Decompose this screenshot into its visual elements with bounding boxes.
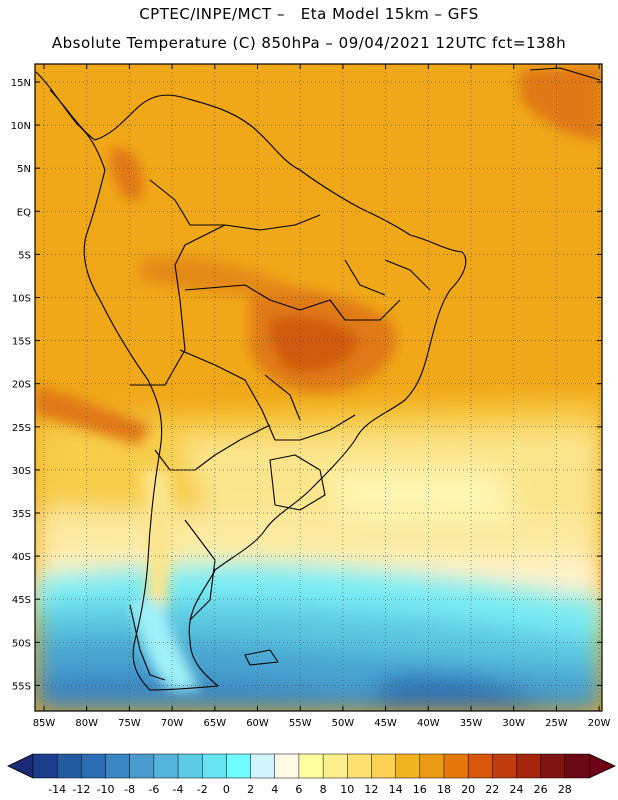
lat-label: EQ <box>17 207 31 218</box>
lat-label: 20S <box>12 380 31 391</box>
colorbar-value-label: -4 <box>173 783 184 796</box>
lat-label: 35S <box>12 509 31 520</box>
colorbar-value-label: -10 <box>97 783 115 796</box>
colorbar-value-label: 26 <box>534 783 548 796</box>
colorbar-swatch <box>274 753 300 779</box>
colorbar-value-label: 2 <box>247 783 254 796</box>
lon-label: 65W <box>203 718 226 729</box>
colorbar-swatch <box>371 753 397 779</box>
colorbar-swatch <box>298 753 324 779</box>
colorbar-swatch <box>201 753 227 779</box>
latitude-labels: 15N 10N 5N EQ 5S 10S 15S 20S 25S 30S 35S 40S 45S 50S 5… <box>11 78 31 692</box>
lon-label: 80W <box>75 718 98 729</box>
lon-label: 40W <box>417 718 440 729</box>
colorbar-swatch <box>153 753 179 779</box>
lat-label: 40S <box>12 552 31 563</box>
lat-label: 10S <box>12 294 31 305</box>
colorbar-value-label: 20 <box>461 783 475 796</box>
lon-label: 70W <box>161 718 184 729</box>
graticule <box>35 64 602 711</box>
colorbar-value-label: 4 <box>271 783 278 796</box>
colorbar-swatch <box>226 753 252 779</box>
colorbar-swatch <box>516 753 542 779</box>
colorbar-swatch <box>492 753 518 779</box>
lat-label: 25S <box>12 423 31 434</box>
lat-label: 45S <box>12 595 31 606</box>
colorbar-value-label: -12 <box>72 783 90 796</box>
colorbar-swatch <box>419 753 445 779</box>
colorbar-value-label: -8 <box>124 783 135 796</box>
lon-label: 60W <box>246 718 269 729</box>
title-line-1: CPTEC/INPE/MCT – Eta Model 15km – GFS <box>139 5 479 23</box>
colorbar-swatch <box>81 753 107 779</box>
colorbar-swatch <box>443 753 469 779</box>
colorbar-value-label: 24 <box>509 783 523 796</box>
colorbar-swatch <box>540 753 566 779</box>
lat-label: 15S <box>12 337 31 348</box>
axis-ticks <box>35 64 602 711</box>
lon-label: 55W <box>289 718 312 729</box>
lon-label: 25W <box>545 718 568 729</box>
colorbar-swatch <box>564 753 590 779</box>
colorbar-swatch <box>395 753 421 779</box>
lon-label: 75W <box>118 718 141 729</box>
lon-label: 50W <box>332 718 355 729</box>
lon-label: 85W <box>33 718 56 729</box>
colorbar-value-label: -2 <box>197 783 208 796</box>
colorbar-swatch <box>322 753 348 779</box>
colorbar-value-label: 12 <box>364 783 378 796</box>
temperature-field <box>35 64 602 711</box>
colorbar-value-label: 6 <box>295 783 302 796</box>
lon-label: 35W <box>460 718 483 729</box>
colorbar-value-label: -6 <box>148 783 159 796</box>
colorbar-swatch <box>177 753 203 779</box>
colorbar-swatch <box>250 753 276 779</box>
colorbar-over-triangle <box>588 753 616 779</box>
colorbar-swatch <box>129 753 155 779</box>
lat-label: 5S <box>18 250 31 261</box>
colorbar-value-label: 14 <box>389 783 403 796</box>
colorbar-value-label: 16 <box>413 783 427 796</box>
lon-label: 20W <box>588 718 611 729</box>
lon-label: 30W <box>502 718 525 729</box>
colorbar-swatch <box>32 753 58 779</box>
colorbar-value-label: 8 <box>320 783 327 796</box>
colorbar-value-label: 28 <box>558 783 572 796</box>
colorbar-value-label: 0 <box>223 783 230 796</box>
lat-label: 30S <box>12 466 31 477</box>
colorbar-value-label: -14 <box>48 783 66 796</box>
coastlines <box>35 67 601 691</box>
plot-frame <box>34 63 603 712</box>
lat-label: 5N <box>17 164 31 175</box>
colorbar-value-label: 18 <box>437 783 451 796</box>
colorbar-under-triangle <box>7 753 34 779</box>
colorbar-value-label: 22 <box>485 783 499 796</box>
colorbar <box>7 753 616 779</box>
lat-label: 10N <box>11 121 31 132</box>
lat-label: 15N <box>11 78 31 89</box>
colorbar-swatch <box>105 753 131 779</box>
colorbar-swatch <box>56 753 82 779</box>
lat-label: 55S <box>12 681 31 692</box>
lat-label: 50S <box>12 638 31 649</box>
colorbar-value-label: 10 <box>340 783 354 796</box>
lon-label: 45W <box>374 718 397 729</box>
longitude-labels: 85W 80W 75W 70W 65W 60W 55W 50W 45W 40W 35W 30W 25W 2… <box>33 718 611 729</box>
colorbar-swatch <box>347 753 372 779</box>
colorbar-swatch <box>467 753 493 779</box>
title-line-2: Absolute Temperature (C) 850hPa – 09/04/… <box>51 34 567 52</box>
colorbar-labels: -14 -12 -10 -8 -6 -4 -2 0 2 4 6 8 10 12 14 16 18 20 22 24 26… <box>48 783 572 796</box>
